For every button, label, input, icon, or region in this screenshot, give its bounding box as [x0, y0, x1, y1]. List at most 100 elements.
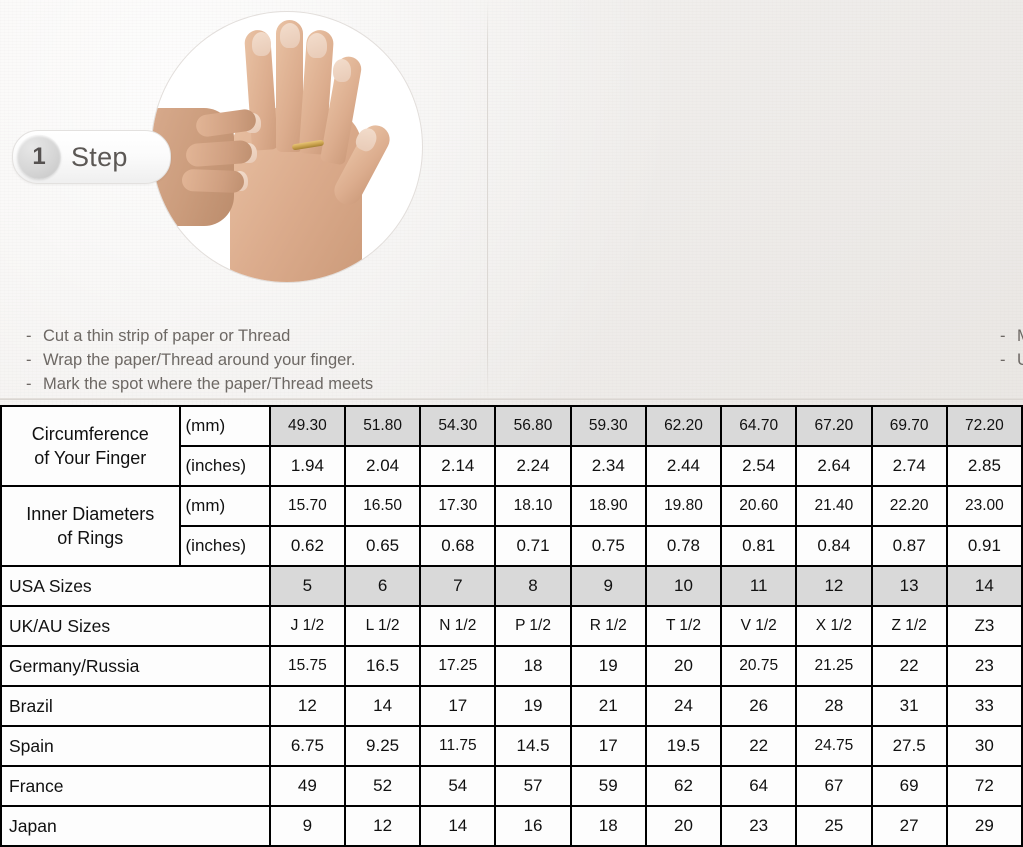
table-cell: 52	[343, 765, 422, 807]
table-row: Japan 9 12 14 16 18 20 23 25 27 29	[0, 805, 1023, 847]
step-1-panel: 1 Step - Cut a thin strip of paper or Thr…	[0, 0, 487, 405]
table-cell: 67.20	[795, 405, 873, 447]
table-cell: 23.00	[945, 485, 1023, 527]
table-row: USA Sizes 5 6 7 8 9 10 11 12 13 14	[0, 565, 1023, 607]
table-cell: 20	[644, 805, 723, 847]
bullet-dash: -	[26, 351, 32, 369]
unit-label: (inches)	[178, 445, 271, 487]
table-cell: 30	[945, 725, 1023, 767]
table-cell: 14.5	[494, 725, 572, 767]
table-cell: 15.75	[268, 645, 346, 687]
table-cell: 19.80	[644, 485, 723, 527]
table-cell: 27.5	[870, 725, 948, 767]
table-cell: 33	[945, 685, 1023, 727]
table-cell: 14	[945, 565, 1023, 607]
table-cell: 19	[494, 685, 572, 727]
bullet-dash: -	[1000, 351, 1006, 369]
step-1-badge: 1 Step	[12, 130, 171, 184]
unit-label: (mm)	[178, 485, 271, 527]
ring-size-guide-header: 1 Step - Cut a thin strip of paper or Thr…	[0, 0, 1023, 405]
table-cell: 49	[268, 765, 346, 807]
table-row: Spain 6.75 9.25 11.75 14.5 17 19.5 22 24.75 27.5 3…	[0, 725, 1023, 767]
table-cell: 21.40	[795, 485, 873, 527]
table-cell: 21	[569, 685, 647, 727]
table-cell: 26	[720, 685, 798, 727]
table-cell: 0.78	[644, 525, 723, 567]
table-cell: 0.71	[494, 525, 572, 567]
table-cell: 17.25	[419, 645, 497, 687]
table-cell: 59	[569, 765, 647, 807]
table-row: Inner Diameters of Rings (mm) 15.70 16.50 17.…	[0, 485, 1023, 567]
table-cell: R 1/2	[569, 605, 647, 647]
table-cell: 0.81	[720, 525, 798, 567]
table-row: France 49 52 54 57 59 62 64 67 69 72	[0, 765, 1023, 807]
table-cell: 20	[644, 645, 723, 687]
table-cell: 72	[945, 765, 1023, 807]
table-cell: 2.04	[343, 445, 422, 487]
table-cell: 16.50	[343, 485, 422, 527]
table-cell: Z3	[945, 605, 1023, 647]
row-label: Brazil	[0, 685, 271, 727]
table-cell: 2.44	[644, 445, 723, 487]
table-cell: 18	[569, 805, 647, 847]
table-cell: 0.91	[945, 525, 1023, 567]
group-label-line2: of Your Finger	[34, 448, 147, 468]
step-1-photo	[152, 12, 422, 282]
unit-label: (mm)	[178, 405, 271, 447]
table-cell: 2.24	[494, 445, 572, 487]
table-cell: 67	[795, 765, 873, 807]
table-cell: 19.5	[644, 725, 723, 767]
table-cell: J 1/2	[268, 605, 346, 647]
table-cell: 54	[419, 765, 497, 807]
table-cell: 2.85	[945, 445, 1023, 487]
bullet-dash: -	[26, 327, 32, 345]
table-row: Brazil 12 14 17 19 21 24 26 28 31 33	[0, 685, 1023, 727]
table-cell: 10	[644, 565, 723, 607]
table-cell: 27	[870, 805, 948, 847]
table-cell: 56.80	[494, 405, 572, 447]
row-label: USA Sizes	[0, 565, 271, 607]
table-cell: 22.20	[870, 485, 948, 527]
table-cell: 62.20	[644, 405, 723, 447]
table-cell: 11	[720, 565, 798, 607]
group-label-line1: Inner Diameters	[26, 504, 155, 524]
table-cell: 0.87	[870, 525, 948, 567]
table-cell: 19	[569, 645, 647, 687]
step-1-instructions: - Cut a thin strip of paper or Thread - Wr…	[26, 324, 373, 396]
table-cell: 2.14	[419, 445, 497, 487]
table-cell: 0.75	[569, 525, 647, 567]
table-cell: 18.10	[494, 485, 572, 527]
table-cell: 69	[870, 765, 948, 807]
nail-middle	[280, 23, 300, 48]
step-1-label: Step	[71, 141, 128, 172]
table-cell: 14	[343, 685, 422, 727]
table-row: Germany/Russia 15.75 16.5 17.25 18 19 20 20.75 2…	[0, 645, 1023, 687]
table-cell: 2.34	[569, 445, 647, 487]
table-cell: N 1/2	[419, 605, 497, 647]
bullet-dash: -	[1000, 327, 1006, 345]
nail-pinky	[333, 59, 351, 82]
table-cell: 59.30	[569, 405, 647, 447]
instruction-text: Mark the spot where the paper/Thread mee…	[43, 375, 374, 393]
table-cell: 9	[569, 565, 647, 607]
table-cell: 12	[795, 565, 873, 607]
table-cell: 25	[795, 805, 873, 847]
instruction-text: Cut a thin strip of paper or Thread	[43, 327, 291, 345]
table-cell: 72.20	[945, 405, 1023, 447]
instruction-text: Use the following chart to determine you…	[1017, 351, 1023, 369]
table-cell: 17	[569, 725, 647, 767]
table-cell: 31	[870, 685, 948, 727]
table-row: Circumference of Your Finger (mm) 49.30 51.8…	[0, 405, 1023, 487]
table-cell: 8	[494, 565, 572, 607]
table-cell: 0.68	[419, 525, 497, 567]
second-hand-finger-2	[185, 139, 253, 168]
hand-with-ring-illustration	[152, 12, 422, 282]
table-cell: 6	[343, 565, 422, 607]
instruction-text: Wrap the paper/Thread around your finger…	[43, 351, 356, 369]
table-cell: Z 1/2	[870, 605, 948, 647]
step-1-number: 1	[17, 135, 61, 179]
row-label: France	[0, 765, 271, 807]
instruction-item: - Mark the spot where the paper/Thread me…	[26, 372, 373, 396]
table-cell: 64	[720, 765, 798, 807]
header-bottom-rule	[0, 398, 1023, 400]
